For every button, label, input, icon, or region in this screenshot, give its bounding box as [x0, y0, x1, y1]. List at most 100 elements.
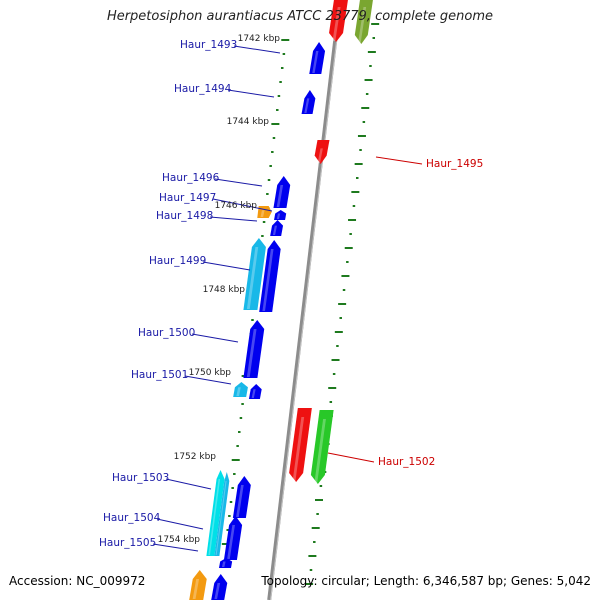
gene-bottom-blue-shine: [214, 583, 221, 599]
gene-label-haur-1493[interactable]: Haur_1493: [180, 39, 237, 51]
gene-haur-1505: [218, 558, 233, 568]
gene-label-haur-1501[interactable]: Haur_1501: [131, 369, 188, 381]
gene-haur-1501b-shine: [251, 389, 256, 398]
leader-line: [227, 89, 275, 98]
leader-line: [152, 543, 199, 552]
gene-haur-1503-shine: [236, 485, 244, 517]
kbp-label: 1742 kbp: [238, 34, 281, 44]
gene-label-haur-1505[interactable]: Haur_1505: [99, 537, 156, 549]
gene-haur-1504: [223, 516, 243, 560]
gene-top-olive-shine: [358, 7, 367, 43]
gene-haur-1501: [233, 382, 248, 397]
gene-top-olive-body: [354, 0, 373, 44]
gene-haur-1495-body: [314, 140, 330, 164]
gene-haur-1498-shine: [272, 225, 277, 235]
gene-haur-1503-grey: [214, 472, 230, 556]
gene-haur-1502-body: [310, 410, 334, 484]
accession-text: Accession: NC_009972: [9, 574, 146, 588]
gene-haur-1497-shine: [260, 210, 265, 217]
gene-haur-1496-shine: [276, 185, 284, 207]
gene-haur-1503-body: [232, 476, 251, 518]
gene-haur-1503-grey-body: [214, 472, 230, 556]
leader-line: [165, 478, 212, 490]
gene-haur-1500-body: [243, 320, 265, 378]
gene-haur-1503: [232, 476, 251, 518]
gene-top-red: [329, 0, 348, 42]
gene-haur-1493-body: [309, 42, 326, 74]
gene-haur-1501-body: [233, 382, 248, 397]
kbp-label: 1752 kbp: [174, 452, 217, 462]
gene-haur-1494: [301, 90, 316, 114]
gene-haur-1499-cyan-body: [243, 238, 266, 310]
gene-haur-1498: [270, 220, 284, 236]
gene-labels-left: Haur_1493 Haur_1494 Haur_1496 Haur_1497 …: [99, 39, 237, 549]
gene-haur-1505-shine: [221, 561, 226, 567]
gene-label-haur-1500[interactable]: Haur_1500: [138, 327, 195, 339]
kbp-label: 1746 kbp: [215, 201, 258, 211]
leader-line: [184, 375, 232, 385]
gene-haur-1496: [273, 176, 291, 208]
gene-haur-1498a-shine: [276, 213, 281, 219]
genome-backbone: [267, 0, 342, 601]
gene-haur-1496-body: [273, 176, 291, 208]
gene-haur-1502: [310, 410, 334, 484]
gene-label-haur-1504[interactable]: Haur_1504: [103, 512, 161, 524]
kbp-ruler: 1742 kbp 1744 kbp 1746 kbp 1748 kbp 1750…: [158, 34, 281, 545]
gene-labels-right: Haur_1495 Haur_1502: [378, 158, 483, 468]
gene-label-haur-1495[interactable]: Haur_1495: [426, 158, 483, 170]
kbp-label: 1748 kbp: [203, 285, 246, 295]
gene-haur-1494-shine: [304, 98, 310, 113]
gene-haur-1498-body: [270, 220, 284, 236]
gene-haur-1493: [309, 42, 326, 74]
gene-haur-1503-aqua: [206, 470, 225, 556]
genome-summary-text: Topology: circular; Length: 6,346,587 bp…: [261, 574, 591, 588]
gene-haur-1504-body: [223, 516, 243, 560]
gene-bottom-orange-body: [189, 570, 207, 600]
backbone-line: [267, 0, 342, 601]
gene-haur-1503-grey-shine: [215, 481, 227, 555]
leader-line: [375, 156, 423, 165]
kbp-label: 1754 kbp: [158, 535, 201, 545]
leader-line: [156, 518, 204, 530]
gene-haur-1501-shine: [236, 387, 241, 396]
leader-line: [191, 333, 239, 343]
label-leader-lines: [152, 45, 423, 552]
gene-haur-1497: [257, 206, 272, 218]
gene-features: [189, 0, 373, 600]
gene-haur-1499-body: [259, 240, 281, 312]
gene-label-haur-1494[interactable]: Haur_1494: [174, 83, 232, 95]
leader-line: [212, 198, 273, 212]
gene-haur-1502-shine: [314, 419, 326, 483]
gene-top-olive: [354, 0, 373, 44]
kbp-label: 1744 kbp: [227, 117, 270, 127]
gene-haur-1502-red: [289, 408, 312, 482]
gene-haur-1503-aqua-shine: [208, 479, 221, 555]
gene-haur-1501b: [248, 384, 262, 399]
gene-haur-1498a: [274, 210, 287, 220]
gene-label-haur-1498[interactable]: Haur_1498: [156, 210, 213, 222]
gene-bottom-blue-body: [211, 574, 228, 600]
gene-label-haur-1499[interactable]: Haur_1499: [149, 255, 206, 267]
gene-label-haur-1502[interactable]: Haur_1502: [378, 456, 435, 468]
gene-haur-1503-aqua-body: [206, 470, 225, 556]
gene-haur-1504-shine: [227, 525, 235, 559]
gene-haur-1494-body: [301, 90, 316, 114]
gene-top-red-shine: [332, 7, 341, 41]
map-title: Herpetosiphon aurantiacus ATCC 23779, co…: [106, 9, 494, 24]
gene-top-red-body: [329, 0, 348, 42]
gene-label-haur-1497[interactable]: Haur_1497: [159, 192, 216, 204]
gene-haur-1500: [243, 320, 265, 378]
gene-haur-1501b-body: [248, 384, 262, 399]
gene-haur-1495-shine: [317, 148, 323, 163]
gene-haur-1499-cyan: [243, 238, 266, 310]
gene-label-haur-1496[interactable]: Haur_1496: [162, 172, 220, 184]
gene-haur-1499: [259, 240, 281, 312]
gene-haur-1505-body: [218, 558, 233, 568]
kbp-label: 1750 kbp: [189, 368, 232, 378]
leader-line: [202, 261, 251, 271]
leader-line: [209, 216, 258, 222]
gene-label-haur-1503[interactable]: Haur_1503: [112, 472, 169, 484]
gene-haur-1502-red-body: [289, 408, 312, 482]
